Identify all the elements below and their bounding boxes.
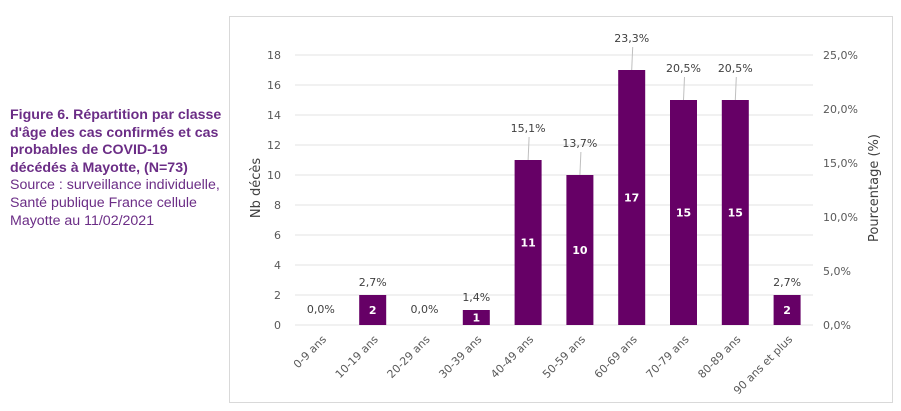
y-tick-label: 8 [274,199,281,212]
x-category-label: 20-29 ans [385,333,433,381]
bar-50-59-ans [566,175,594,325]
percent-label: 15,1% [511,122,546,135]
x-category-label: 70-79 ans [644,333,692,381]
bar-value-label: 15 [728,207,743,220]
y-tick-label: 6 [274,229,281,242]
y2-tick-label: 15,0% [823,157,858,170]
y-tick-label: 18 [267,49,281,62]
y2-tick-label: 20,0% [823,103,858,116]
bar-60-69-ans [618,70,646,325]
percent-label: 0,0% [411,303,439,316]
y-tick-label: 10 [267,169,281,182]
y2-tick-label: 0,0% [823,319,851,332]
percent-label: 1,4% [462,291,490,304]
y-tick-label: 4 [274,259,281,272]
chart-frame: 0 2 4 6 8 10 12 14 16 18 0,0% 5,0% 10,0% 15,0% 20,0% 2… [229,16,893,403]
bar-value-label: 2 [783,304,791,317]
bar-value-label: 15 [676,207,691,220]
y-axis-right-ticks: 0,0% 5,0% 10,0% 15,0% 20,0% 25,0% [823,49,858,332]
x-category-label: 0-9 ans [291,333,329,371]
leader-line [527,136,530,161]
bars [359,70,801,325]
leader-line [734,76,737,101]
bar-70-79-ans [670,100,697,325]
percent-label: 2,7% [359,276,387,289]
bar-value-label: 2 [369,304,377,317]
x-axis-labels: 0-9 ans 10-19 ans 20-29 ans 30-39 ans 40-49 … [291,333,795,397]
y-tick-label: 14 [267,109,281,122]
bar-10-19-ans [359,295,387,325]
x-category-label: 30-39 ans [436,333,484,381]
x-category-label: 80-89 ans [695,333,743,381]
percent-label: 20,5% [666,62,701,75]
y-tick-label: 2 [274,289,281,302]
percent-label: 0,0% [307,303,335,316]
y-tick-label: 12 [267,139,281,152]
bar-30-39-ans [462,310,490,325]
y2-tick-label: 5,0% [823,265,851,278]
bar-value-label: 1 [472,312,480,325]
y-tick-label: 0 [274,319,281,332]
figure-title: Figure 6. Répartition par classe d'âge d… [10,107,222,176]
bar-90-ans-et-plus [773,295,801,325]
leader-lines [527,46,737,176]
leader-line [631,46,634,71]
figure-source: Source : surveillance individuelle, Sant… [10,177,220,229]
percent-label: 20,5% [718,62,753,75]
bar-80-89-ans [721,100,749,325]
x-category-label: 10-19 ans [333,333,381,381]
bar-value-label: 10 [572,244,588,257]
bar-40-49-ans [514,160,542,325]
leader-line [579,151,582,176]
x-category-label: 60-69 ans [592,333,640,381]
percent-label: 23,3% [614,32,649,45]
y-tick-label: 16 [267,79,281,92]
percent-label: 13,7% [562,137,597,150]
x-category-label: 50-59 ans [540,333,588,381]
percent-labels: 0,0% 2,7% 0,0% 1,4% 15,1% 13,7% 23,3% 20,5% 20,5… [307,32,801,316]
y2-tick-label: 10,0% [823,211,858,224]
bar-value-label: 11 [520,237,535,250]
bar-value-label: 17 [624,192,639,205]
y-axis-title: Nb décès [249,158,264,219]
y-axis-left-ticks: 0 2 4 6 8 10 12 14 16 18 [267,49,281,332]
y2-axis-title: Pourcentage (%) [867,134,882,242]
percent-label: 2,7% [773,276,801,289]
figure-caption: Figure 6. Répartition par classe d'âge d… [10,107,225,230]
leader-line [683,76,685,101]
x-category-label: 40-49 ans [488,333,536,381]
y2-tick-label: 25,0% [823,49,858,62]
